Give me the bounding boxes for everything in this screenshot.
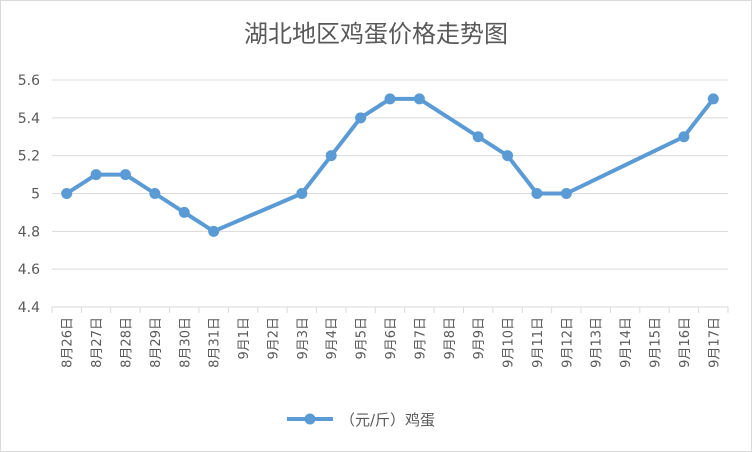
x-tick-label: 9月17日: [707, 317, 722, 368]
y-tick-label: 5.6: [18, 73, 40, 89]
x-tick-label: 9月13日: [590, 317, 605, 368]
x-axis: 8月26日 8月27日 8月28日 8月29日 8月30日 8月31日 9月1日 9月2日 9月…: [51, 307, 729, 368]
x-tick-label: 9月14日: [619, 317, 634, 368]
x-tick-label: 9月7日: [413, 317, 428, 360]
data-point: [296, 188, 308, 199]
data-point: [325, 150, 337, 162]
data-point: [413, 93, 425, 105]
data-point: [355, 112, 367, 124]
x-tick-label: 8月30日: [178, 317, 193, 368]
data-point: [560, 188, 572, 199]
gridlines: [52, 79, 728, 308]
data-point: [678, 131, 690, 143]
x-tick-label: 8月28日: [119, 317, 134, 368]
x-tick-label: 8月27日: [90, 317, 105, 368]
legend: （元/斤）鸡蛋: [287, 411, 435, 429]
y-tick-label: 5.2: [18, 149, 40, 165]
data-point: [208, 225, 220, 237]
data-point: [472, 131, 484, 143]
data-point: [531, 188, 543, 199]
data-point: [119, 169, 131, 181]
x-tick-label: 9月11日: [531, 317, 546, 368]
x-tick-label: 9月1日: [237, 317, 252, 360]
data-point: [90, 169, 102, 181]
x-tick-label: 8月26日: [61, 317, 76, 368]
y-axis: 4.4 4.6 4.8 5 5.2 5.4 5.6: [18, 73, 40, 316]
x-tick-label: 8月29日: [149, 317, 164, 368]
data-point: [384, 93, 396, 105]
data-point: [178, 206, 190, 218]
x-tick-label: 9月15日: [649, 317, 664, 368]
x-tick-label: 9月8日: [443, 317, 458, 360]
x-tick-label: 9月3日: [296, 317, 311, 360]
y-tick-label: 5.4: [18, 111, 40, 127]
series-layer: [61, 93, 719, 237]
y-tick-label: 4.4: [18, 300, 40, 316]
data-point: [707, 93, 719, 105]
x-tick-label: 9月6日: [384, 317, 399, 360]
chart-title: 湖北地区鸡蛋价格走势图: [244, 20, 508, 48]
data-point: [502, 150, 514, 162]
data-point: [61, 188, 73, 199]
data-point: [149, 188, 161, 199]
y-tick-label: 4.6: [18, 262, 40, 278]
x-tick-label: 9月4日: [325, 317, 340, 360]
y-tick-label: 5: [31, 187, 40, 203]
y-tick-label: 4.8: [18, 224, 40, 240]
x-tick-label: 9月2日: [266, 317, 281, 360]
x-tick-label: 9月10日: [502, 317, 517, 368]
x-tick-label: 9月5日: [355, 317, 370, 360]
legend-label: （元/斤）鸡蛋: [340, 411, 435, 429]
x-tick-label: 9月16日: [678, 317, 693, 368]
series-line: [64, 96, 716, 234]
x-tick-label: 8月31日: [208, 317, 223, 368]
x-tick-label: 9月9日: [472, 317, 487, 360]
legend-marker-swatch: [304, 413, 316, 425]
x-tick-label: 9月12日: [560, 317, 575, 368]
